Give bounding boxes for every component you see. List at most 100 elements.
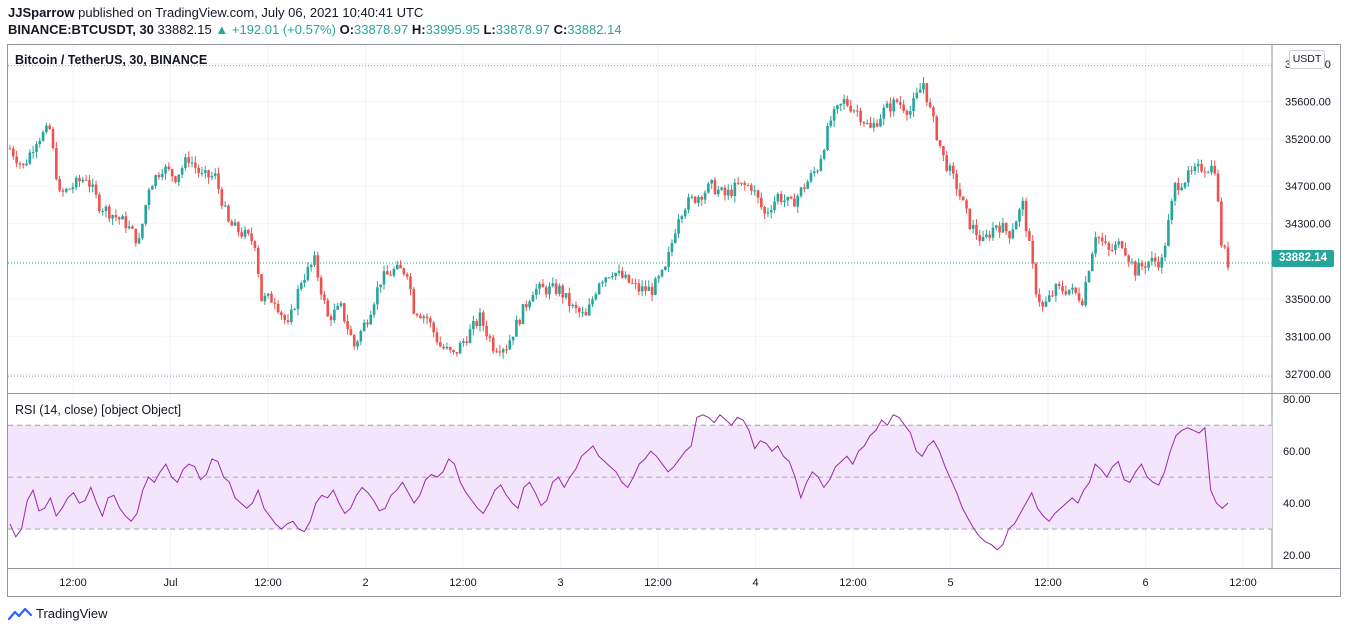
candle-body — [220, 189, 224, 207]
candle-body — [154, 175, 157, 187]
candle-body — [568, 293, 571, 307]
candle-body — [945, 155, 948, 171]
candle-body — [892, 99, 896, 112]
candle-body — [1021, 200, 1025, 210]
candle-body — [359, 330, 363, 342]
candle-body — [64, 188, 68, 192]
candle-body — [389, 274, 392, 276]
candle-body — [468, 329, 472, 343]
candle-body — [1074, 287, 1078, 294]
high-label: H: — [411, 22, 426, 37]
time-tick-label: 12:00 — [1229, 577, 1257, 589]
candle-body — [362, 322, 366, 331]
author-name[interactable]: JJSparrow — [8, 5, 75, 20]
candle-body — [170, 169, 174, 177]
candle-body — [472, 321, 475, 330]
candle-body — [366, 322, 369, 325]
candle-body — [720, 187, 723, 190]
candle-body — [1028, 231, 1031, 241]
footer-brand[interactable]: TradingView — [36, 606, 108, 621]
candle-body — [750, 185, 753, 191]
candle-body — [425, 316, 429, 319]
currency-unit-button[interactable]: USDT — [1289, 50, 1325, 69]
candle-body — [760, 197, 763, 208]
candle-body — [435, 332, 439, 343]
candle-body — [121, 216, 124, 220]
time-tick-label: 4 — [752, 577, 758, 589]
candle-body — [561, 285, 565, 298]
candle-body — [91, 184, 95, 187]
candle-body — [94, 184, 98, 195]
candle-body — [293, 309, 296, 311]
candle-body — [1160, 257, 1164, 268]
candle-body — [200, 172, 204, 174]
candle-body — [68, 188, 71, 190]
candle-body — [574, 304, 578, 309]
candle-body — [31, 152, 35, 154]
candle-body — [640, 286, 644, 292]
candle-body — [1196, 163, 1200, 167]
time-tick-label: 12:00 — [254, 577, 282, 589]
candle-body — [617, 270, 621, 273]
close-label: C: — [553, 22, 568, 37]
candle-body — [326, 300, 330, 317]
candle-body — [1104, 241, 1107, 243]
candle-body — [475, 321, 478, 327]
candle-body — [392, 269, 396, 276]
candle-body — [591, 299, 594, 305]
candle-body — [548, 286, 551, 295]
candle-body — [1051, 295, 1054, 297]
candle-body — [256, 247, 260, 275]
candle-body — [1226, 247, 1230, 268]
candle-body — [488, 336, 492, 338]
candle-body — [1130, 261, 1134, 263]
candle-body — [1206, 172, 1210, 174]
candle-body — [21, 163, 25, 166]
candle-body — [273, 302, 277, 304]
candle-body — [101, 210, 104, 212]
time-tick-label: 5 — [947, 577, 953, 589]
candle-body — [829, 120, 833, 126]
candle-body — [670, 242, 674, 253]
candle-body — [650, 286, 654, 295]
candle-body — [399, 264, 402, 269]
candle-body — [233, 222, 237, 226]
ohlc-line: BINANCE:BTCUSDT, 30 33882.15 ▲ +192.01 (… — [8, 22, 622, 37]
candle-body — [531, 294, 535, 302]
candle-body — [1107, 242, 1111, 250]
candle-body — [177, 174, 181, 183]
candle-body — [276, 303, 280, 313]
candle-body — [564, 293, 568, 298]
candle-body — [1180, 187, 1183, 191]
candle-body — [995, 225, 998, 228]
candle-body — [776, 193, 780, 202]
candle-body — [703, 192, 707, 200]
last-price: 33882.15 — [157, 22, 212, 37]
candle-body — [1024, 200, 1028, 232]
time-tick-label: 12:00 — [1034, 577, 1062, 589]
candle-body — [141, 223, 144, 239]
candle-body — [630, 282, 634, 284]
candle-body — [819, 158, 823, 171]
candle-body — [114, 215, 118, 218]
candle-body — [78, 177, 81, 182]
candle-body — [879, 118, 882, 127]
candle-body — [713, 179, 717, 195]
candle-body — [395, 264, 399, 270]
candle-body — [25, 163, 28, 166]
candle-body — [763, 207, 766, 214]
candle-body — [243, 230, 247, 237]
candle-body — [707, 183, 710, 193]
price-tick-label: 33500.00 — [1285, 294, 1331, 306]
candle-body — [197, 167, 200, 174]
candle-body — [690, 196, 694, 198]
candle-body — [928, 102, 932, 108]
candle-body — [290, 309, 293, 323]
candle-body — [786, 196, 790, 201]
candle-body — [51, 129, 55, 149]
candle-body — [144, 205, 148, 224]
candle-body — [71, 187, 75, 190]
candle-body — [299, 283, 303, 289]
candle-body — [117, 217, 121, 220]
